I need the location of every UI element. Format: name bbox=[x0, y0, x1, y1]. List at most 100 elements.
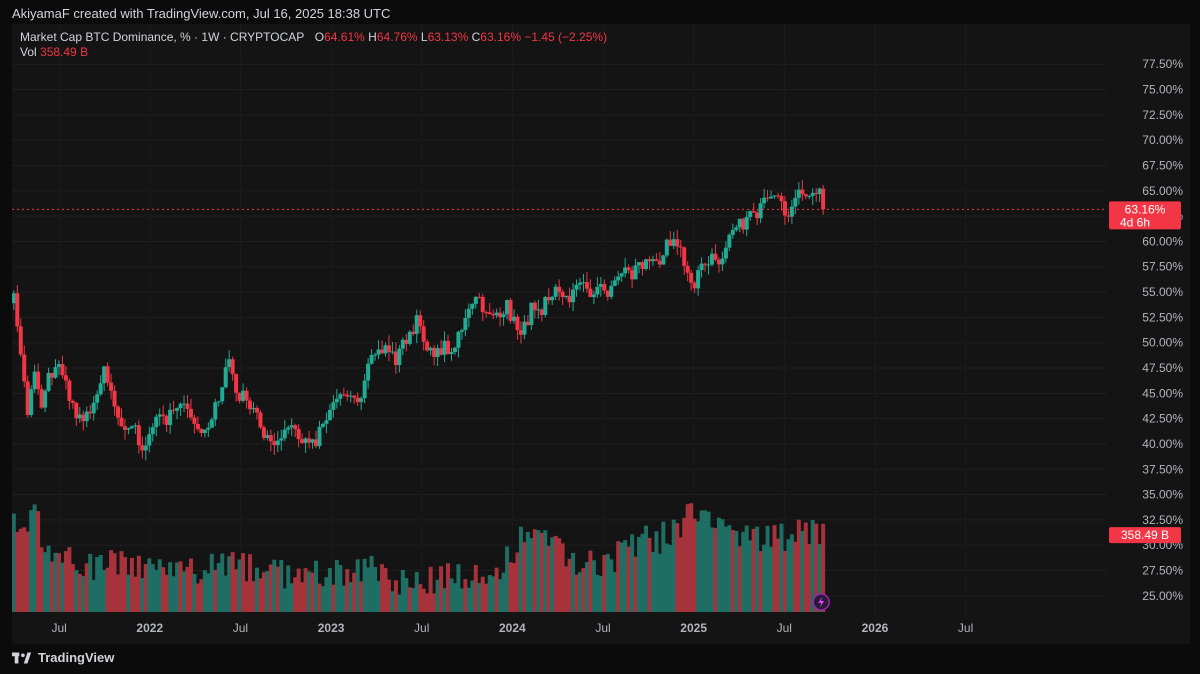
tradingview-logo[interactable]: TradingView bbox=[12, 650, 114, 665]
candle-body bbox=[650, 259, 655, 262]
volume-bar bbox=[74, 570, 79, 612]
volume-bar bbox=[605, 553, 610, 612]
volume-bar bbox=[355, 559, 360, 612]
candle-body bbox=[713, 253, 718, 260]
volume-bar bbox=[22, 527, 27, 612]
volume-bar bbox=[227, 556, 232, 612]
volume-bar bbox=[404, 578, 409, 612]
volume-bar bbox=[744, 525, 749, 612]
volume-bar bbox=[168, 562, 173, 612]
volume-bar bbox=[327, 568, 332, 612]
candle-body bbox=[584, 282, 589, 289]
volume-bar bbox=[67, 547, 72, 612]
volume-bar bbox=[803, 522, 808, 612]
candle-body bbox=[817, 188, 822, 195]
volume-bar bbox=[501, 572, 506, 612]
candle-body bbox=[734, 227, 739, 230]
volume-bar bbox=[498, 579, 503, 612]
candle-body bbox=[755, 212, 760, 219]
candle-body bbox=[782, 201, 787, 216]
candle-body bbox=[647, 259, 652, 262]
volume-bar bbox=[821, 523, 826, 612]
candle-body bbox=[369, 354, 374, 364]
candle-body bbox=[404, 339, 409, 344]
candle-body bbox=[380, 349, 385, 354]
volume-bar bbox=[386, 579, 391, 612]
volume-bar bbox=[296, 568, 301, 612]
volume-bar bbox=[466, 587, 471, 612]
candle-body bbox=[703, 263, 708, 265]
volume-bar bbox=[220, 553, 225, 612]
candle-body bbox=[772, 195, 777, 197]
volume-bar bbox=[425, 593, 430, 612]
volume-bar bbox=[136, 555, 141, 612]
volume-bar bbox=[81, 576, 86, 612]
candle-body bbox=[432, 347, 437, 357]
volume-bar bbox=[369, 555, 374, 612]
volume-bar bbox=[574, 574, 579, 612]
candle-body bbox=[796, 189, 801, 198]
volume-bar bbox=[755, 526, 760, 612]
candle-body bbox=[362, 380, 367, 399]
volume-bar bbox=[390, 591, 395, 612]
volume-bar bbox=[324, 577, 329, 612]
symbol-title[interactable]: Market Cap BTC Dominance, % · 1W · CRYPT… bbox=[20, 30, 305, 44]
volume-bar bbox=[463, 579, 468, 612]
volume-bar bbox=[546, 545, 551, 612]
volume-bar bbox=[109, 550, 114, 612]
candle-body bbox=[164, 415, 169, 425]
candle-body bbox=[15, 293, 20, 327]
candle-body bbox=[227, 359, 232, 368]
volume-bar bbox=[817, 544, 822, 612]
candle-body bbox=[338, 394, 343, 399]
candle-body bbox=[487, 312, 492, 315]
price-chart[interactable]: 77.50%75.00%72.50%70.00%67.50%65.00%62.5… bbox=[12, 24, 1190, 644]
volume-bar bbox=[126, 574, 131, 612]
candle-body bbox=[324, 420, 329, 424]
y-tick-label: 47.50% bbox=[1142, 361, 1183, 375]
candle-body bbox=[789, 206, 794, 217]
volume-bar bbox=[661, 521, 666, 612]
candle-body bbox=[505, 300, 510, 315]
candle-body bbox=[814, 192, 819, 195]
volume-bar bbox=[491, 576, 496, 612]
candle-body bbox=[414, 315, 419, 334]
candle-body bbox=[675, 239, 680, 247]
x-tick-label: 2022 bbox=[136, 621, 163, 635]
volume-bar bbox=[595, 574, 600, 612]
volume-bar bbox=[762, 544, 767, 612]
candle-body bbox=[553, 286, 558, 297]
volume-bar bbox=[338, 565, 343, 612]
candle-body bbox=[254, 407, 259, 413]
y-tick-label: 42.50% bbox=[1142, 412, 1183, 426]
candle-body bbox=[56, 364, 61, 368]
y-tick-label: 57.50% bbox=[1142, 260, 1183, 274]
candle-body bbox=[671, 239, 676, 246]
volume-tag-box bbox=[1109, 527, 1181, 544]
candle-body bbox=[348, 395, 353, 397]
candle-body bbox=[98, 383, 103, 395]
candle-body bbox=[411, 331, 416, 334]
volume-bar bbox=[564, 566, 569, 612]
volume-bar bbox=[584, 562, 589, 612]
volume-bar bbox=[122, 557, 127, 612]
chart-area[interactable]: 77.50%75.00%72.50%70.00%67.50%65.00%62.5… bbox=[12, 24, 1190, 644]
volume-bar bbox=[95, 557, 100, 612]
candle-body bbox=[175, 408, 180, 411]
candle-body bbox=[501, 314, 506, 318]
candle-body bbox=[289, 425, 294, 428]
volume-bar bbox=[508, 562, 513, 612]
volume-bar bbox=[737, 546, 742, 612]
candle-body bbox=[81, 414, 86, 422]
candle-body bbox=[136, 425, 141, 446]
candle-body bbox=[727, 234, 732, 248]
volume-bar bbox=[536, 530, 541, 612]
candle-body bbox=[116, 406, 121, 418]
candle-body bbox=[678, 246, 683, 248]
candle-body bbox=[741, 218, 746, 230]
candle-body bbox=[654, 259, 659, 262]
volume-bar bbox=[258, 578, 263, 612]
volume-bar bbox=[609, 559, 614, 612]
volume-bar bbox=[633, 556, 638, 612]
x-tick-label: 2025 bbox=[680, 621, 707, 635]
